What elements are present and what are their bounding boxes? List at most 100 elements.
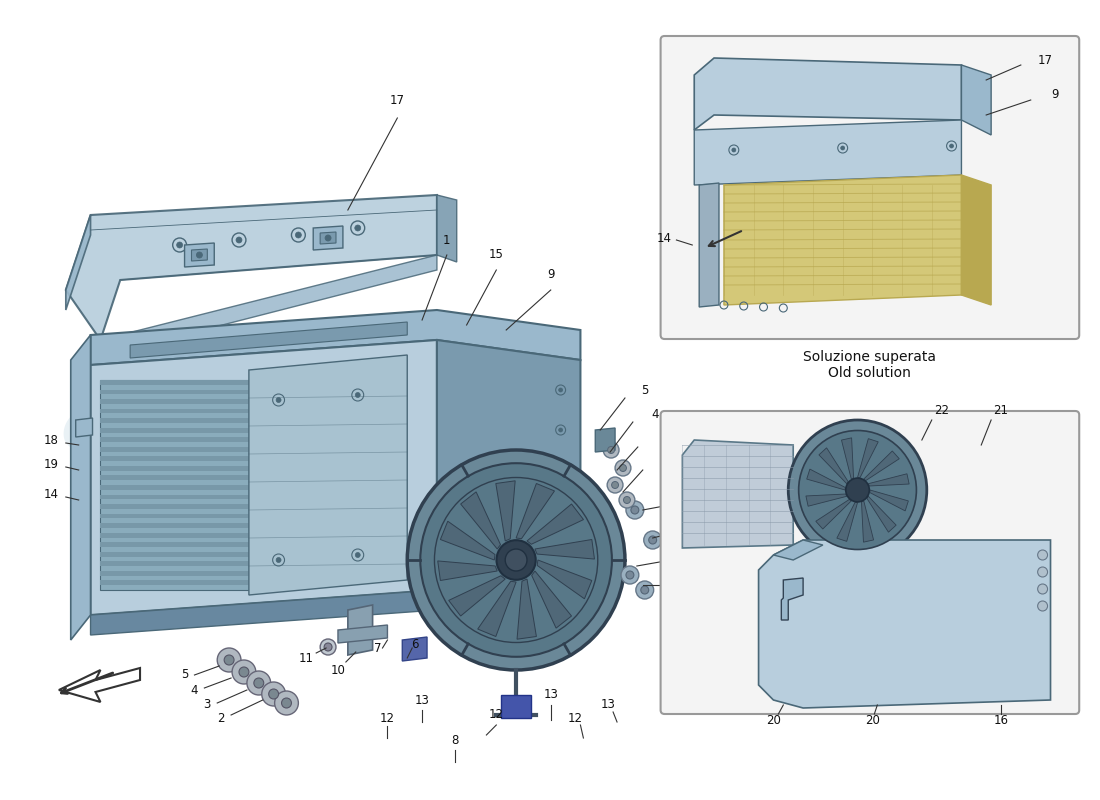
Polygon shape [100,428,249,433]
Polygon shape [338,625,387,643]
Text: 12: 12 [568,711,583,725]
Circle shape [559,508,562,512]
Polygon shape [100,438,249,442]
Circle shape [268,689,278,699]
Circle shape [619,465,626,471]
Polygon shape [867,496,896,532]
Text: 2: 2 [666,458,673,471]
Polygon shape [100,475,249,480]
Polygon shape [185,243,214,267]
Circle shape [1037,550,1047,560]
Circle shape [217,648,241,672]
Polygon shape [781,578,803,620]
Polygon shape [440,522,495,560]
Text: 10: 10 [330,663,345,677]
Circle shape [641,586,649,594]
Text: 4: 4 [651,409,659,422]
Circle shape [177,242,183,248]
Text: 20: 20 [766,714,781,726]
Polygon shape [100,562,249,566]
Polygon shape [477,582,516,637]
Text: 3: 3 [204,698,211,711]
Circle shape [789,420,927,560]
Circle shape [619,492,635,508]
Circle shape [276,558,282,562]
Circle shape [1037,601,1047,611]
Polygon shape [806,469,845,490]
Polygon shape [437,340,581,610]
Polygon shape [870,490,909,511]
Polygon shape [531,571,572,628]
Circle shape [246,671,271,695]
Polygon shape [682,440,793,548]
Text: 6: 6 [411,638,419,651]
Polygon shape [724,175,961,305]
Polygon shape [437,590,581,630]
Polygon shape [90,590,437,635]
Text: 3: 3 [659,434,667,446]
Circle shape [615,460,631,476]
Text: 15: 15 [488,249,504,262]
Polygon shape [861,501,873,542]
Circle shape [355,553,360,558]
FancyBboxPatch shape [661,36,1079,339]
Circle shape [626,501,644,519]
Polygon shape [837,502,858,542]
Circle shape [732,148,736,152]
Text: 12: 12 [488,709,504,722]
Circle shape [949,144,954,148]
Text: 9: 9 [547,269,554,282]
Polygon shape [90,340,437,615]
Polygon shape [694,58,961,130]
Circle shape [559,388,562,392]
Polygon shape [314,226,343,250]
Polygon shape [759,540,1050,708]
Polygon shape [496,481,515,541]
Polygon shape [437,195,456,262]
Circle shape [275,691,298,715]
Polygon shape [100,418,249,423]
Text: Old solution: Old solution [828,366,911,380]
Polygon shape [320,232,336,244]
Polygon shape [818,448,848,484]
Text: 12: 12 [686,522,702,534]
Text: 17: 17 [389,94,405,106]
Circle shape [224,655,234,665]
Polygon shape [100,494,249,499]
Text: 5: 5 [180,669,188,682]
Polygon shape [100,581,249,586]
Text: a parts performance: a parts performance [96,463,481,497]
Text: 18: 18 [44,434,58,446]
Polygon shape [100,380,249,385]
Text: 8: 8 [451,734,459,746]
Circle shape [254,678,264,688]
Circle shape [626,571,634,579]
Polygon shape [100,485,249,490]
Circle shape [1037,567,1047,577]
Polygon shape [868,474,910,486]
Text: 13: 13 [667,554,682,566]
Circle shape [624,497,630,503]
Text: 21: 21 [993,403,1009,417]
Polygon shape [438,561,497,581]
Text: 13: 13 [601,698,616,710]
Circle shape [496,540,536,580]
Circle shape [603,442,619,458]
Circle shape [607,477,623,493]
Polygon shape [806,494,847,506]
Text: 14: 14 [657,231,672,245]
Circle shape [407,450,625,670]
Circle shape [607,446,615,454]
Polygon shape [100,409,249,414]
FancyBboxPatch shape [661,411,1079,714]
Text: 13: 13 [543,689,558,702]
Polygon shape [537,560,592,598]
Polygon shape [100,390,249,394]
Text: 16: 16 [993,714,1009,726]
Circle shape [840,146,845,150]
Polygon shape [842,438,854,479]
Text: 9: 9 [1052,89,1059,102]
Polygon shape [858,438,878,478]
Circle shape [612,482,618,489]
Text: eurospares: eurospares [60,395,517,465]
